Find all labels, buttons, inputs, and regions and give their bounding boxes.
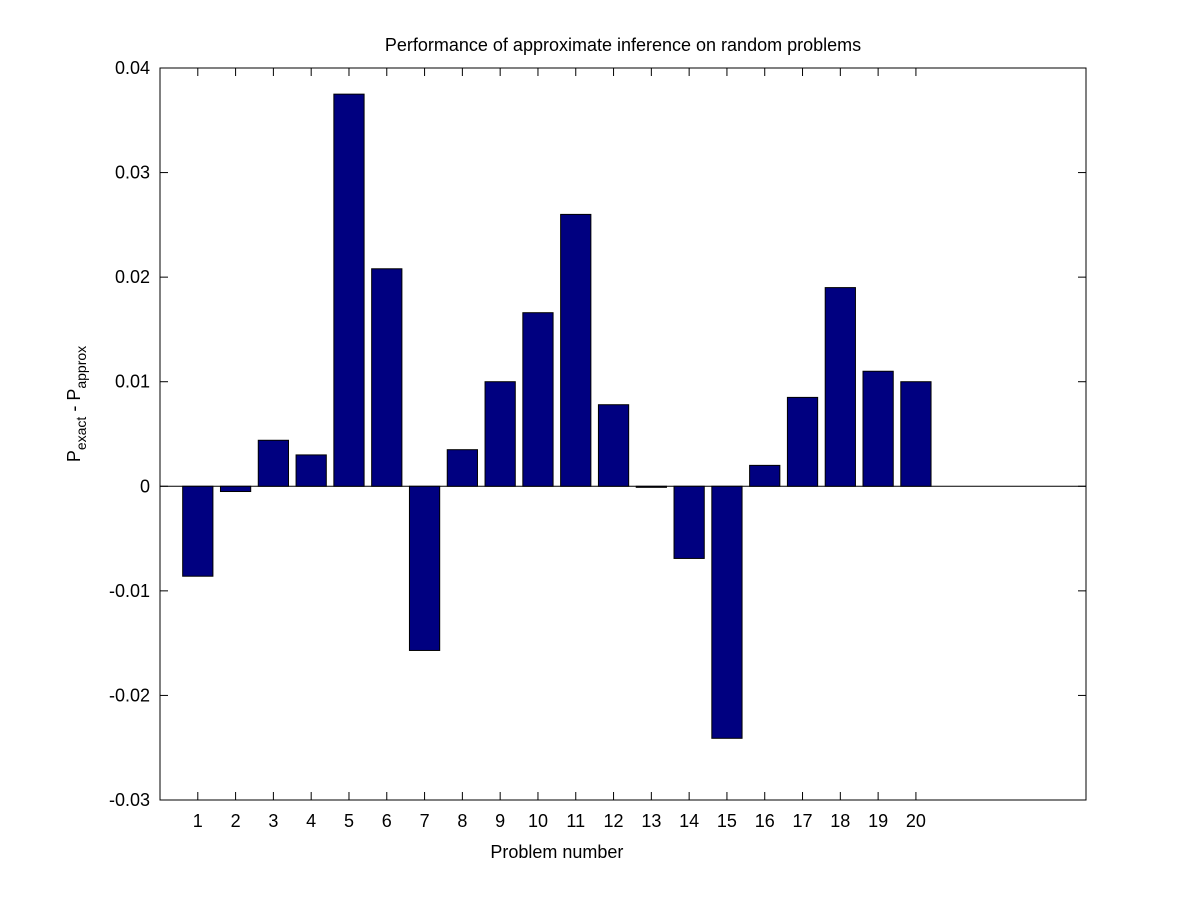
chart-title: Performance of approximate inference on … — [385, 35, 861, 55]
bar-problem-8 — [446, 449, 478, 487]
x-tick-label: 3 — [268, 811, 278, 831]
x-tick-label: 15 — [717, 811, 737, 831]
bar-problem-6 — [371, 268, 403, 487]
bar-problem-10 — [522, 312, 554, 487]
bar-problem-2 — [219, 485, 252, 493]
bar-problem-20 — [900, 381, 932, 487]
x-tick-label: 16 — [755, 811, 775, 831]
y-label-p1: P — [64, 450, 84, 462]
x-tick-label: 2 — [231, 811, 241, 831]
x-tick-label: 14 — [679, 811, 699, 831]
bars — [182, 93, 932, 739]
bar-problem-14 — [673, 485, 705, 559]
x-tick-label: 7 — [420, 811, 430, 831]
bar-problem-5 — [333, 93, 365, 487]
bar-problem-1 — [182, 485, 214, 577]
y-tick-label: 0.04 — [115, 58, 150, 78]
y-axis-ticks: -0.03 -0.02 -0.01 0 0.01 0.02 0.03 0.04 — [109, 58, 1086, 810]
bar-problem-3 — [257, 439, 290, 487]
x-tick-label: 6 — [382, 811, 392, 831]
y-label-p2: P — [64, 389, 84, 401]
bar-problem-18 — [824, 287, 856, 487]
y-tick-label: -0.03 — [109, 790, 150, 810]
x-tick-label: 12 — [604, 811, 624, 831]
bar-problem-4 — [295, 454, 327, 487]
x-tick-label: 9 — [495, 811, 505, 831]
y-label-sub-approx: approx — [73, 346, 89, 389]
x-axis-ticks: 1 2 3 4 5 6 7 8 9 10 11 12 13 14 15 16 17 18 19 20 — [193, 68, 926, 831]
x-tick-label: 5 — [344, 811, 354, 831]
x-tick-label: 4 — [306, 811, 316, 831]
bar-problem-15 — [711, 485, 743, 739]
bar-problem-19 — [862, 370, 894, 487]
x-tick-label: 20 — [906, 811, 926, 831]
y-tick-label: 0 — [140, 476, 150, 496]
x-tick-label: 19 — [868, 811, 888, 831]
y-tick-label: 0.01 — [115, 372, 150, 392]
x-tick-label: 13 — [641, 811, 661, 831]
x-tick-label: 11 — [566, 811, 585, 831]
x-tick-label: 18 — [830, 811, 850, 831]
bar-problem-7 — [408, 485, 441, 651]
bar-problem-13 — [635, 485, 667, 488]
bar-problem-16 — [749, 464, 781, 487]
y-label-separator: - — [64, 401, 84, 417]
bar-problem-17 — [786, 396, 819, 487]
y-label-sub-exact: exact — [73, 417, 89, 451]
bar-problem-12 — [597, 404, 630, 487]
x-tick-label: 8 — [457, 811, 467, 831]
x-tick-label: 10 — [528, 811, 548, 831]
y-tick-label: 0.03 — [115, 163, 150, 183]
bar-problem-9 — [484, 381, 516, 487]
bar-problem-11 — [560, 213, 592, 487]
y-tick-label: -0.02 — [109, 685, 150, 705]
y-tick-label: 0.02 — [115, 267, 150, 287]
x-tick-label: 1 — [193, 811, 203, 831]
x-tick-label: 17 — [793, 811, 813, 831]
x-axis-label: Problem number — [490, 842, 623, 862]
y-tick-label: -0.01 — [109, 581, 150, 601]
y-axis-label: Pexact - Papprox — [64, 346, 89, 462]
